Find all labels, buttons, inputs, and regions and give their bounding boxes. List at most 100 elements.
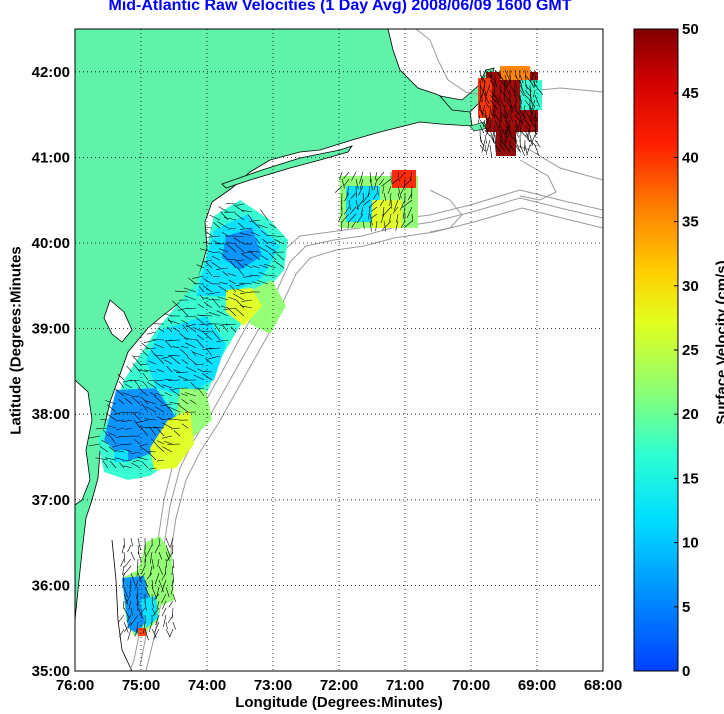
velocity-arrow (514, 134, 517, 142)
colorbar-tick-label: 20 (682, 406, 699, 423)
velocity-arrow (373, 192, 378, 200)
velocity-arrow (226, 307, 237, 317)
velocity-arrow (514, 79, 518, 90)
velocity-arrow (486, 139, 491, 152)
velocity-arrow (137, 537, 141, 551)
velocity-arrow (168, 600, 174, 608)
velocity-arrow (123, 465, 133, 469)
velocity-arrow (168, 339, 181, 341)
velocity-arrow (489, 119, 492, 129)
colorbar-label: Surface Velocity (cm/s) (713, 260, 724, 425)
velocity-arrow (369, 171, 372, 182)
velocity-arrow (150, 349, 157, 357)
velocity-arrow (524, 79, 528, 90)
velocity-arrow (144, 586, 151, 598)
velocity-arrow (217, 221, 229, 229)
velocity-arrow (185, 324, 197, 333)
velocity-arrow (145, 400, 157, 405)
velocity-arrow (142, 380, 149, 389)
velocity-arrow (510, 104, 516, 115)
velocity-arrow (165, 404, 173, 413)
velocity-arrow (275, 235, 285, 238)
velocity-arrow (115, 419, 125, 422)
velocity-arrow (143, 339, 157, 344)
velocity-arrow (409, 171, 413, 181)
y-tick-label: 39:00 (32, 321, 70, 338)
velocity-arrow (164, 359, 173, 365)
velocity-arrow (344, 192, 350, 202)
velocity-arrow (198, 286, 205, 293)
velocity-arrow (359, 171, 364, 184)
velocity-arrow (136, 419, 149, 424)
velocity-arrow (504, 144, 511, 153)
velocity-arrow (479, 139, 485, 147)
velocity-arrow (479, 144, 486, 152)
velocity-arrow (380, 213, 385, 224)
velocity-arrow (166, 551, 174, 562)
velocity-arrow (485, 84, 491, 97)
velocity-arrow (185, 366, 197, 373)
velocity-arrow (129, 379, 141, 382)
velocity-arrow (197, 368, 205, 373)
velocity-arrow (499, 129, 504, 142)
velocity-arrow (123, 558, 132, 568)
velocity-arrow (514, 124, 519, 134)
velocity-arrow (514, 94, 518, 103)
x-tick-label: 73:00 (254, 677, 292, 694)
velocity-arrow (257, 280, 269, 285)
velocity-arrow (136, 621, 139, 633)
x-axis-label: Longitude (Degrees:Minutes) (235, 694, 443, 711)
velocity-arrow (529, 109, 536, 122)
velocity-arrow (379, 178, 385, 186)
velocity-vectors (87, 69, 544, 641)
velocity-arrow (514, 99, 517, 113)
velocity-arrow (212, 275, 221, 278)
velocity-arrow (273, 260, 285, 269)
velocity-arrow (172, 621, 176, 630)
velocity-arrow (220, 252, 229, 261)
velocity-arrow (524, 134, 531, 143)
velocity-arrow (134, 628, 139, 637)
velocity-arrow (164, 565, 167, 576)
velocity-arrow (181, 398, 189, 405)
velocity-arrow (162, 422, 173, 429)
velocity-arrow (108, 434, 117, 445)
velocity-arrow (338, 213, 343, 223)
velocity-arrow (247, 214, 253, 221)
velocity-arrow (343, 178, 350, 187)
velocity-arrow (123, 572, 125, 582)
velocity-arrow (383, 220, 387, 232)
velocity-arrow (153, 628, 160, 640)
velocity-arrow (218, 285, 229, 293)
velocity-arrow (227, 273, 237, 277)
velocity-arrow (199, 294, 205, 301)
velocity-arrow (137, 558, 139, 569)
velocity-arrow (494, 134, 496, 144)
velocity-arrow (199, 315, 213, 317)
velocity-arrow (129, 451, 141, 455)
velocity-arrow (147, 451, 157, 461)
velocity-arrow (509, 99, 513, 110)
velocity-arrow (152, 607, 160, 617)
velocity-arrow (244, 263, 253, 269)
velocity-arrow (161, 355, 173, 360)
velocity-arrow (356, 213, 364, 224)
velocity-arrow (232, 293, 245, 301)
velocity-arrow (494, 79, 498, 88)
velocity-arrow (195, 339, 205, 349)
velocity-arrow (411, 213, 413, 223)
velocity-arrow (154, 343, 165, 349)
velocity-arrow (504, 114, 509, 125)
velocity-arrow (135, 579, 139, 589)
velocity-arrow (252, 281, 261, 285)
velocity-arrow (241, 209, 253, 213)
velocity-arrow (341, 213, 350, 223)
velocity-arrow (99, 446, 109, 453)
velocity-arrow (371, 206, 378, 212)
velocity-arrow (481, 139, 486, 153)
velocity-arrow (195, 387, 205, 390)
velocity-arrow (498, 94, 501, 103)
x-tick-label: 68:00 (584, 677, 622, 694)
velocity-arrow (484, 94, 490, 105)
velocity-arrow (393, 199, 399, 211)
